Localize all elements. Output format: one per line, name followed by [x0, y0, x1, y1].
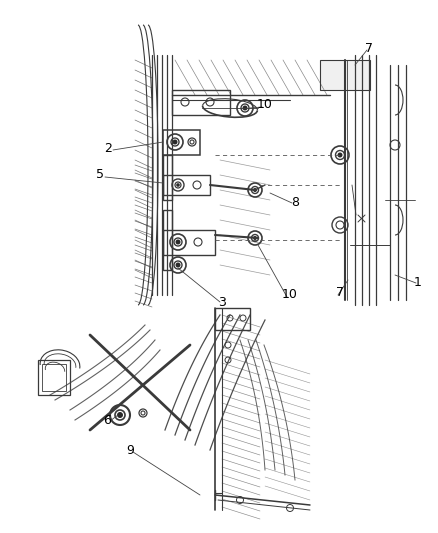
Text: 1: 1 [414, 276, 422, 288]
Circle shape [243, 106, 247, 110]
Text: 2: 2 [104, 141, 112, 155]
Text: 10: 10 [282, 288, 298, 302]
Circle shape [176, 183, 180, 187]
Text: 7: 7 [365, 42, 373, 54]
Circle shape [176, 262, 180, 268]
Circle shape [338, 152, 343, 157]
Text: 7: 7 [336, 287, 344, 300]
Text: 10: 10 [257, 99, 273, 111]
Circle shape [117, 412, 123, 418]
Text: 6: 6 [103, 414, 111, 426]
Circle shape [253, 188, 257, 192]
Text: 8: 8 [291, 196, 299, 208]
Circle shape [173, 140, 177, 144]
Text: 5: 5 [96, 168, 104, 182]
Text: 9: 9 [126, 443, 134, 456]
Polygon shape [320, 60, 370, 90]
Circle shape [176, 239, 180, 245]
Circle shape [253, 236, 257, 240]
Text: 3: 3 [218, 295, 226, 309]
